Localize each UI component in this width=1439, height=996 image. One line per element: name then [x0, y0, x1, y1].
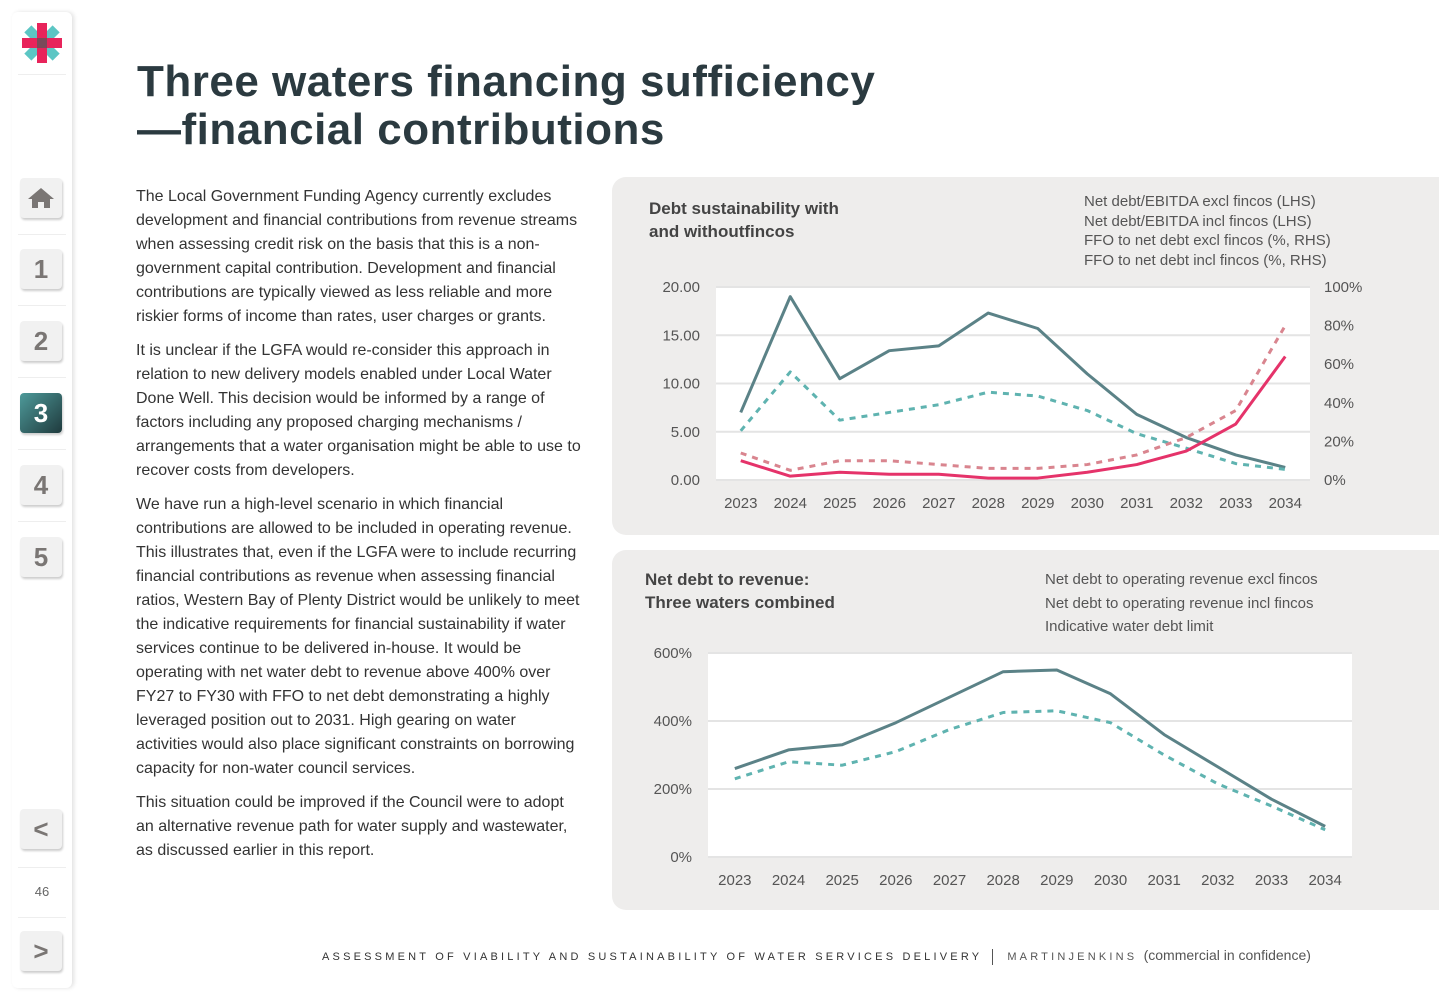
footer-divider [992, 949, 994, 966]
x-tick-label: 2034 [1308, 872, 1341, 889]
x-tick-label: 2032 [1170, 495, 1203, 512]
x-tick-label: 2030 [1094, 872, 1127, 889]
chart-title-line: and withoutfincos [649, 222, 795, 241]
series-line [740, 355, 1287, 480]
y2-tick-label: 0% [1324, 472, 1346, 489]
section-4-button[interactable]: 4 [20, 465, 62, 505]
net-debt-revenue-chart: 0% 200% 400% 600% 2023 2024 2025 2026 2027 2028 20… [654, 645, 1352, 889]
x-tick-label: 2028 [972, 495, 1005, 512]
series-line [739, 295, 1286, 469]
legend-entry: Indicative water debt limit [1045, 618, 1214, 635]
home-button[interactable] [20, 178, 62, 218]
x-tick-label: 2032 [1201, 872, 1234, 889]
y2-tick-label: 20% [1324, 433, 1354, 450]
x-tick-label: 2033 [1255, 872, 1288, 889]
y-tick-label: 10.00 [662, 376, 700, 393]
chart-legend: Net debt to operating revenue excl finco… [1045, 568, 1318, 639]
x-tick-label: 2025 [825, 872, 858, 889]
chart-title-line: Net debt to revenue: [645, 570, 810, 589]
chart-title-line: Three waters combined [645, 593, 835, 612]
x-tick-label: 2024 [774, 495, 807, 512]
y2-tick-label: 80% [1324, 318, 1354, 335]
x-tick-label: 2029 [1021, 495, 1054, 512]
y2-tick-label: 100% [1324, 279, 1362, 296]
series-line [739, 370, 1286, 471]
x-tick-label: 2025 [823, 495, 856, 512]
page-number: 46 [34, 884, 50, 899]
x-tick-label: 2027 [922, 495, 955, 512]
y-tick-label: 600% [654, 645, 692, 662]
section-5-button[interactable]: 5 [20, 537, 62, 577]
chart-legend: Net debt/EBITDA excl fincos (LHS) Net de… [1084, 192, 1331, 270]
section-3-button[interactable]: 3 [20, 393, 62, 433]
legend-entry: FFO to net debt excl fincos (%, RHS) [1084, 232, 1331, 249]
x-tick-label: 2023 [724, 495, 757, 512]
legend-entry: Net debt/EBITDA excl fincos (LHS) [1084, 193, 1316, 210]
x-tick-label: 2024 [772, 872, 805, 889]
title-line-1: Three waters financing sufficiency [137, 57, 876, 106]
section-1-button[interactable]: 1 [20, 249, 62, 289]
section-2-button[interactable]: 2 [20, 321, 62, 361]
home-icon [28, 188, 54, 208]
x-tick-label: 2026 [873, 495, 906, 512]
body-text: The Local Government Funding Agency curr… [136, 185, 581, 873]
y-tick-label: 200% [654, 781, 692, 798]
x-tick-label: 2023 [718, 872, 751, 889]
legend-entry: Net debt to operating revenue excl finco… [1045, 571, 1318, 588]
y-tick-label: 400% [654, 713, 692, 730]
title-line-2: —financial contributions [137, 105, 665, 154]
series-line [740, 324, 1287, 472]
legend-entry: Net debt/EBITDA incl fincos (LHS) [1084, 212, 1312, 230]
confidentiality-note: (commercial in confidence) [1143, 947, 1311, 963]
paragraph: It is unclear if the LGFA would re-consi… [136, 342, 581, 479]
series-line [734, 709, 1326, 832]
firm-name: MARTINJENKINS [1007, 951, 1138, 963]
chart-title: Net debt to revenue: Three waters combin… [645, 568, 835, 614]
x-tick-label: 2033 [1219, 495, 1252, 512]
legend-entry: Net debt to operating revenue incl finco… [1045, 594, 1314, 612]
debt-sustainability-chart: 0.00 5.00 10.00 15.00 20.00 0% 20% 40% 60% 80% 100… [662, 279, 1362, 512]
x-tick-label: 2028 [986, 872, 1019, 889]
x-tick-label: 2031 [1147, 872, 1180, 889]
y2-tick-label: 40% [1324, 395, 1354, 412]
x-tick-label: 2034 [1269, 495, 1302, 512]
net-debt-revenue-chart-panel: Net debt to revenue: Three waters combin… [612, 550, 1439, 910]
plot-area [708, 653, 1352, 857]
y2-tick-label: 60% [1324, 356, 1354, 373]
debt-sustainability-chart-panel: Debt sustainability with and withoutfinc… [612, 177, 1439, 535]
y-tick-label: 0.00 [671, 472, 700, 489]
paragraph: We have run a high-level scenario in whi… [136, 496, 580, 777]
x-tick-label: 2027 [933, 872, 966, 889]
x-tick-label: 2031 [1120, 495, 1153, 512]
page-title: Three waters financing sufficiency —fina… [137, 58, 875, 154]
sidebar-nav: 1 2 3 4 5 < 46 > [12, 12, 72, 988]
prev-page-button[interactable]: < [20, 809, 62, 849]
chart-title-line: Debt sustainability with [649, 199, 839, 218]
legend-entry: FFO to net debt incl fincos (%, RHS) [1084, 251, 1327, 269]
paragraph: The Local Government Funding Agency curr… [136, 188, 578, 325]
next-page-button[interactable]: > [20, 931, 62, 971]
x-tick-label: 2026 [879, 872, 912, 889]
y-tick-label: 20.00 [662, 279, 700, 296]
x-tick-label: 2029 [1040, 872, 1073, 889]
footer: ASSESSMENT OF VIABILITY AND SUSTAINABILI… [322, 947, 1311, 966]
y-tick-label: 15.00 [662, 327, 700, 344]
paragraph: This situation could be improved if the … [136, 794, 568, 859]
report-title: ASSESSMENT OF VIABILITY AND SUSTAINABILI… [322, 951, 983, 963]
series-line [734, 668, 1326, 828]
x-tick-label: 2030 [1071, 495, 1104, 512]
chart-title: Debt sustainability with and withoutfinc… [649, 197, 839, 243]
y-tick-label: 5.00 [671, 424, 700, 441]
cross-logo [22, 23, 62, 63]
y-tick-label: 0% [670, 849, 692, 866]
